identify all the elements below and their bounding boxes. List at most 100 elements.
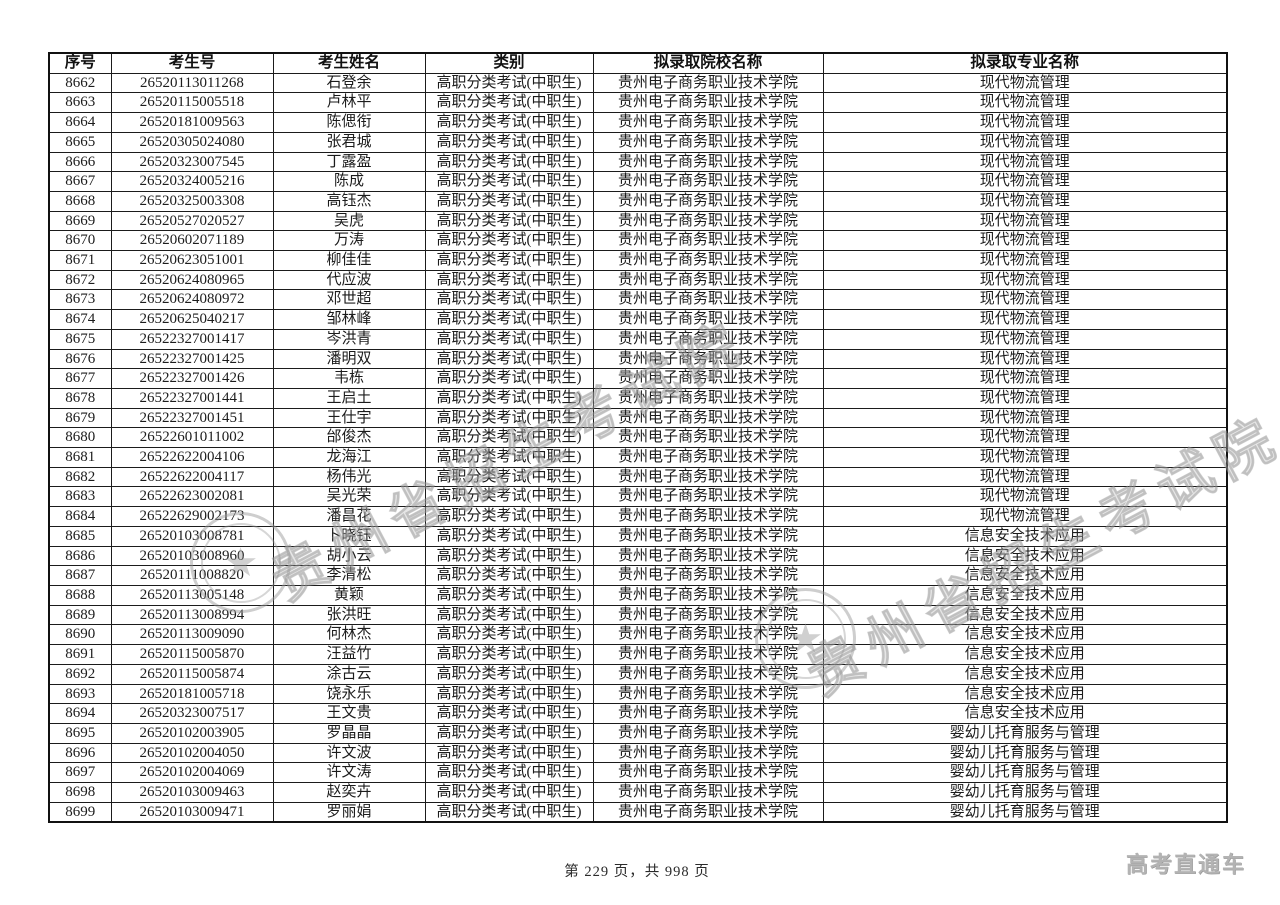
cell: 现代物流管理 bbox=[822, 171, 1228, 192]
cell: 现代物流管理 bbox=[822, 230, 1228, 252]
cell: 高职分类考试(中职生) bbox=[424, 584, 594, 606]
cell: 26520181005718 bbox=[110, 683, 274, 705]
cell: 8695 bbox=[48, 722, 112, 744]
cell: 高职分类考试(中职生) bbox=[424, 722, 594, 744]
cell: 贵州电子商务职业技术学院 bbox=[592, 368, 824, 389]
cell: 高职分类考试(中职生) bbox=[424, 407, 594, 429]
cell: 贵州电子商务职业技术学院 bbox=[592, 289, 824, 311]
cell: 婴幼儿托育服务与管理 bbox=[822, 722, 1228, 744]
cell: 高职分类考试(中职生) bbox=[424, 663, 594, 685]
cell: 8668 bbox=[48, 190, 112, 212]
cell: 高职分类考试(中职生) bbox=[424, 683, 594, 705]
cell: 贵州电子商务职业技术学院 bbox=[592, 782, 824, 803]
table-row: 8671 26520623051001 柳佳佳 高职分类考试(中职生) 贵州电子商务职业… bbox=[48, 250, 1228, 271]
cell: 现代物流管理 bbox=[822, 250, 1228, 271]
cell: 8688 bbox=[48, 584, 112, 606]
cell: 高职分类考试(中职生) bbox=[424, 447, 594, 468]
cell: 贵州电子商务职业技术学院 bbox=[592, 171, 824, 192]
cell: 现代物流管理 bbox=[822, 407, 1228, 429]
cell: 王仕宇 bbox=[272, 407, 426, 429]
cell: 26520102003905 bbox=[110, 722, 274, 744]
table-row: 8667 26520324005216 陈成 高职分类考试(中职生) 贵州电子商务职业技… bbox=[48, 171, 1228, 192]
cell: 26520113009090 bbox=[110, 624, 274, 646]
cell: 8671 bbox=[48, 250, 112, 271]
table-row: 8662 26520113011268 石登余 高职分类考试(中职生) 贵州电子商务职业… bbox=[48, 72, 1228, 94]
table-row: 8675 26522327001417 岑洪青 高职分类考试(中职生) 贵州电子商务职业… bbox=[48, 328, 1228, 350]
cell: 贵州电子商务职业技术学院 bbox=[592, 230, 824, 252]
cell: 26520103009463 bbox=[110, 782, 274, 803]
cell: 高职分类考试(中职生) bbox=[424, 92, 594, 114]
cell: 贵州电子商务职业技术学院 bbox=[592, 466, 824, 488]
cell: 高职分类考试(中职生) bbox=[424, 525, 594, 547]
cell: 信息安全技术应用 bbox=[822, 683, 1228, 705]
cell: 高职分类考试(中职生) bbox=[424, 624, 594, 646]
cell: 贵州电子商务职业技术学院 bbox=[592, 762, 824, 784]
table-row: 8670 26520602071189 万涛 高职分类考试(中职生) 贵州电子商务职业技… bbox=[48, 230, 1228, 252]
cell: 贵州电子商务职业技术学院 bbox=[592, 644, 824, 665]
cell: 8698 bbox=[48, 782, 112, 803]
cell: 26520113011268 bbox=[110, 72, 274, 94]
cell: 26520602071189 bbox=[110, 230, 274, 252]
cell: 26520115005870 bbox=[110, 644, 274, 665]
cell: 高职分类考试(中职生) bbox=[424, 506, 594, 527]
cell: 26520115005518 bbox=[110, 92, 274, 114]
column-header: 考生号 bbox=[110, 52, 274, 74]
cell: 邰俊杰 bbox=[272, 427, 426, 449]
cell: 26520102004069 bbox=[110, 762, 274, 784]
cell: 高职分类考试(中职生) bbox=[424, 644, 594, 665]
cell: 涂古云 bbox=[272, 663, 426, 685]
cell: 8675 bbox=[48, 328, 112, 350]
cell: 26520115005874 bbox=[110, 663, 274, 685]
cell: 8672 bbox=[48, 269, 112, 291]
table-row: 8698 26520103009463 赵奕卉 高职分类考试(中职生) 贵州电子商务职业… bbox=[48, 782, 1228, 803]
cell: 现代物流管理 bbox=[822, 506, 1228, 527]
cell: 许文涛 bbox=[272, 762, 426, 784]
cell: 8666 bbox=[48, 151, 112, 173]
cell: 信息安全技术应用 bbox=[822, 663, 1228, 685]
table-row: 8693 26520181005718 饶永乐 高职分类考试(中职生) 贵州电子商务职业… bbox=[48, 683, 1228, 705]
table-row: 8681 26522622004106 龙海江 高职分类考试(中职生) 贵州电子商务职业… bbox=[48, 447, 1228, 468]
cell: 现代物流管理 bbox=[822, 387, 1228, 409]
cell: 贵州电子商务职业技术学院 bbox=[592, 151, 824, 173]
cell: 26522327001441 bbox=[110, 387, 274, 409]
cell: 高职分类考试(中职生) bbox=[424, 466, 594, 488]
cell: 贵州电子商务职业技术学院 bbox=[592, 190, 824, 212]
cell: 现代物流管理 bbox=[822, 447, 1228, 468]
cell: 贵州电子商务职业技术学院 bbox=[592, 348, 824, 370]
cell: 8690 bbox=[48, 624, 112, 646]
cell: 高职分类考试(中职生) bbox=[424, 368, 594, 389]
cell: 石登余 bbox=[272, 72, 426, 94]
cell: 8682 bbox=[48, 466, 112, 488]
cell: 8691 bbox=[48, 644, 112, 665]
table-row: 8678 26522327001441 王启土 高职分类考试(中职生) 贵州电子商务职业… bbox=[48, 387, 1228, 409]
cell: 8662 bbox=[48, 72, 112, 94]
cell: 高职分类考试(中职生) bbox=[424, 171, 594, 192]
cell: 现代物流管理 bbox=[822, 151, 1228, 173]
column-header: 拟录取院校名称 bbox=[592, 52, 824, 74]
cell: 高职分类考试(中职生) bbox=[424, 250, 594, 271]
cell: 26520323007517 bbox=[110, 703, 274, 724]
table-row: 8666 26520323007545 丁露盈 高职分类考试(中职生) 贵州电子商务职业… bbox=[48, 151, 1228, 173]
cell: 潘昌花 bbox=[272, 506, 426, 527]
cell: 8678 bbox=[48, 387, 112, 409]
table-row: 8696 26520102004050 许文波 高职分类考试(中职生) 贵州电子商务职业… bbox=[48, 742, 1228, 764]
cell: 潘明双 bbox=[272, 348, 426, 370]
cell: 吴光荣 bbox=[272, 486, 426, 508]
cell: 信息安全技术应用 bbox=[822, 624, 1228, 646]
cell: 何林杰 bbox=[272, 624, 426, 646]
cell: 8681 bbox=[48, 447, 112, 468]
cell: 26522601011002 bbox=[110, 427, 274, 449]
table-row: 8668 26520325003308 高钰杰 高职分类考试(中职生) 贵州电子商务职业… bbox=[48, 190, 1228, 212]
cell: 高职分类考试(中职生) bbox=[424, 72, 594, 94]
cell: 婴幼儿托育服务与管理 bbox=[822, 762, 1228, 784]
cell: 信息安全技术应用 bbox=[822, 604, 1228, 626]
table-row: 8680 26522601011002 邰俊杰 高职分类考试(中职生) 贵州电子商务职业… bbox=[48, 427, 1228, 449]
cell: 26522327001451 bbox=[110, 407, 274, 429]
cell: 婴幼儿托育服务与管理 bbox=[822, 801, 1228, 823]
cell: 吴虎 bbox=[272, 210, 426, 232]
cell: 8687 bbox=[48, 565, 112, 586]
cell: 杨伟光 bbox=[272, 466, 426, 488]
cell: 贵州电子商务职业技术学院 bbox=[592, 565, 824, 586]
table-row: 8699 26520103009471 罗丽娟 高职分类考试(中职生) 贵州电子商务职业… bbox=[48, 801, 1228, 823]
cell: 高职分类考试(中职生) bbox=[424, 545, 594, 567]
